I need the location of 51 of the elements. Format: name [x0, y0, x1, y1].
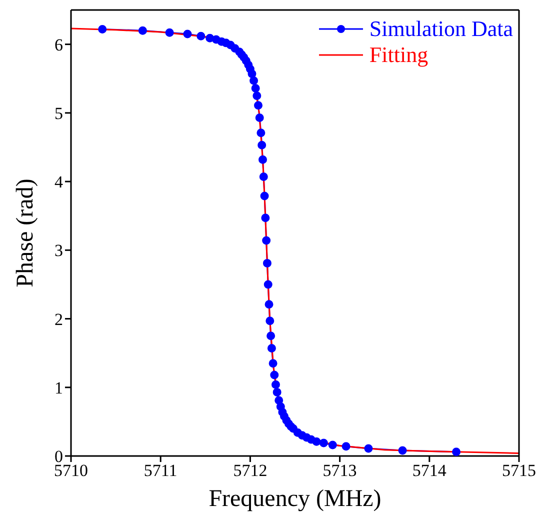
x-tick-label: 5714 [412, 461, 447, 480]
point [258, 155, 267, 164]
y-tick-label: 4 [54, 172, 64, 192]
point [267, 344, 276, 353]
y-axis-title: Phase (rad) [12, 178, 39, 288]
point [398, 446, 407, 455]
point [165, 28, 174, 37]
x-tick-label: 5715 [502, 461, 536, 480]
point [271, 380, 280, 389]
point [268, 359, 278, 368]
point [251, 84, 260, 92]
point [328, 440, 337, 450]
legend-label: Fitting [369, 42, 428, 68]
y-tick-label: 5 [54, 104, 63, 123]
y-tick-label: 2 [54, 310, 63, 329]
point [98, 24, 107, 34]
point [312, 437, 321, 446]
point [452, 448, 461, 456]
x-tick-label: 5711 [144, 461, 178, 480]
x-tick-label: 5713 [322, 461, 357, 480]
point [259, 172, 268, 181]
point [248, 70, 256, 78]
point [261, 214, 270, 222]
point [250, 76, 258, 85]
point [319, 438, 328, 448]
y-tick-label: 3 [54, 241, 63, 260]
x-tick-label: 5710 [54, 461, 88, 480]
point [260, 192, 269, 200]
point [183, 30, 192, 38]
point [255, 113, 264, 122]
x-axis-title: Frequency (MHz) [208, 486, 382, 512]
legend-label: Simulation Data [369, 16, 513, 42]
x-tick-label: 5712 [233, 461, 268, 480]
point [258, 140, 266, 150]
point [264, 280, 272, 289]
point [252, 92, 262, 100]
point [364, 444, 373, 453]
point [138, 26, 147, 35]
point [262, 258, 272, 268]
point [266, 332, 276, 340]
point [266, 316, 274, 326]
point [264, 300, 274, 309]
point [262, 236, 271, 245]
point [342, 442, 350, 451]
point [254, 101, 263, 110]
point [272, 388, 282, 396]
y-tick-label: 6 [54, 35, 63, 54]
point [270, 370, 279, 380]
point [196, 32, 206, 40]
point [256, 128, 266, 138]
y-tick-label: 1 [54, 378, 63, 398]
